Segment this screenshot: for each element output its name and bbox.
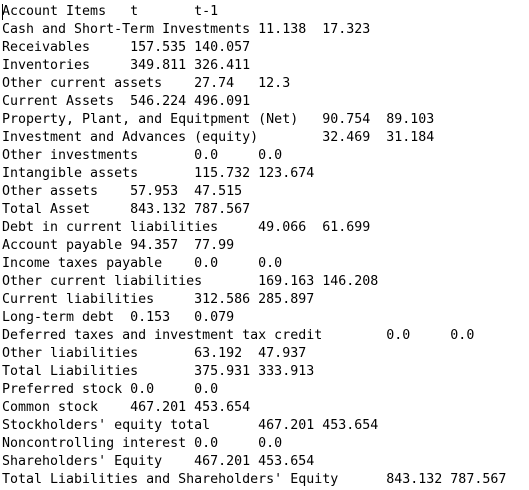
text-line[interactable]: Other current assets 27.74 12.3 bbox=[2, 76, 291, 91]
text-line[interactable]: Income taxes payable 0.0 0.0 bbox=[2, 256, 283, 271]
text-line[interactable]: Receivables 157.535 140.057 bbox=[2, 40, 251, 55]
text-line[interactable]: Other assets 57.953 47.515 bbox=[2, 184, 243, 199]
text-line[interactable]: Account Items t t-1 bbox=[2, 4, 219, 20]
text-line[interactable]: Current Assets 546.224 496.091 bbox=[2, 94, 251, 109]
text-line[interactable]: Common stock 467.201 453.654 bbox=[2, 400, 251, 415]
text-line[interactable]: Total Liabilities and Shareholders' Equi… bbox=[2, 472, 507, 487]
text-line[interactable]: Intangible assets 115.732 123.674 bbox=[2, 166, 315, 181]
text-line[interactable]: Other investments 0.0 0.0 bbox=[2, 148, 283, 163]
text-line[interactable]: Other current liabilities 169.163 146.20… bbox=[2, 274, 379, 289]
text-line[interactable]: Preferred stock 0.0 0.0 bbox=[2, 382, 219, 397]
text-line[interactable]: Deferred taxes and investment tax credit… bbox=[2, 328, 475, 343]
text-line[interactable]: Investment and Advances (equity) 32.469 … bbox=[2, 130, 435, 145]
text-line[interactable]: Inventories 349.811 326.411 bbox=[2, 58, 251, 73]
text-line[interactable]: Total Asset 843.132 787.567 bbox=[2, 202, 251, 217]
text-line[interactable]: Cash and Short-Term Investments 11.138 1… bbox=[2, 22, 371, 37]
text-line[interactable]: Long-term debt 0.153 0.079 bbox=[2, 310, 235, 325]
text-line[interactable]: Shareholders' Equity 467.201 453.654 bbox=[2, 454, 315, 469]
text-line[interactable]: Other liabilities 63.192 47.937 bbox=[2, 346, 307, 361]
text-line[interactable]: Debt in current liabilities 49.066 61.69… bbox=[2, 220, 371, 235]
text-line[interactable]: Stockholders' equity total 467.201 453.6… bbox=[2, 418, 379, 433]
text-line[interactable]: Account payable 94.357 77.99 bbox=[2, 238, 235, 253]
text-line[interactable]: Total Liabilities 375.931 333.913 bbox=[2, 364, 315, 379]
text-line[interactable]: Property, Plant, and Equitpment (Net) 90… bbox=[2, 112, 435, 127]
text-cursor bbox=[2, 4, 3, 20]
text-line[interactable]: Noncontrolling interest 0.0 0.0 bbox=[2, 436, 283, 451]
text-line[interactable]: Current liabilities 312.586 285.897 bbox=[2, 292, 315, 307]
